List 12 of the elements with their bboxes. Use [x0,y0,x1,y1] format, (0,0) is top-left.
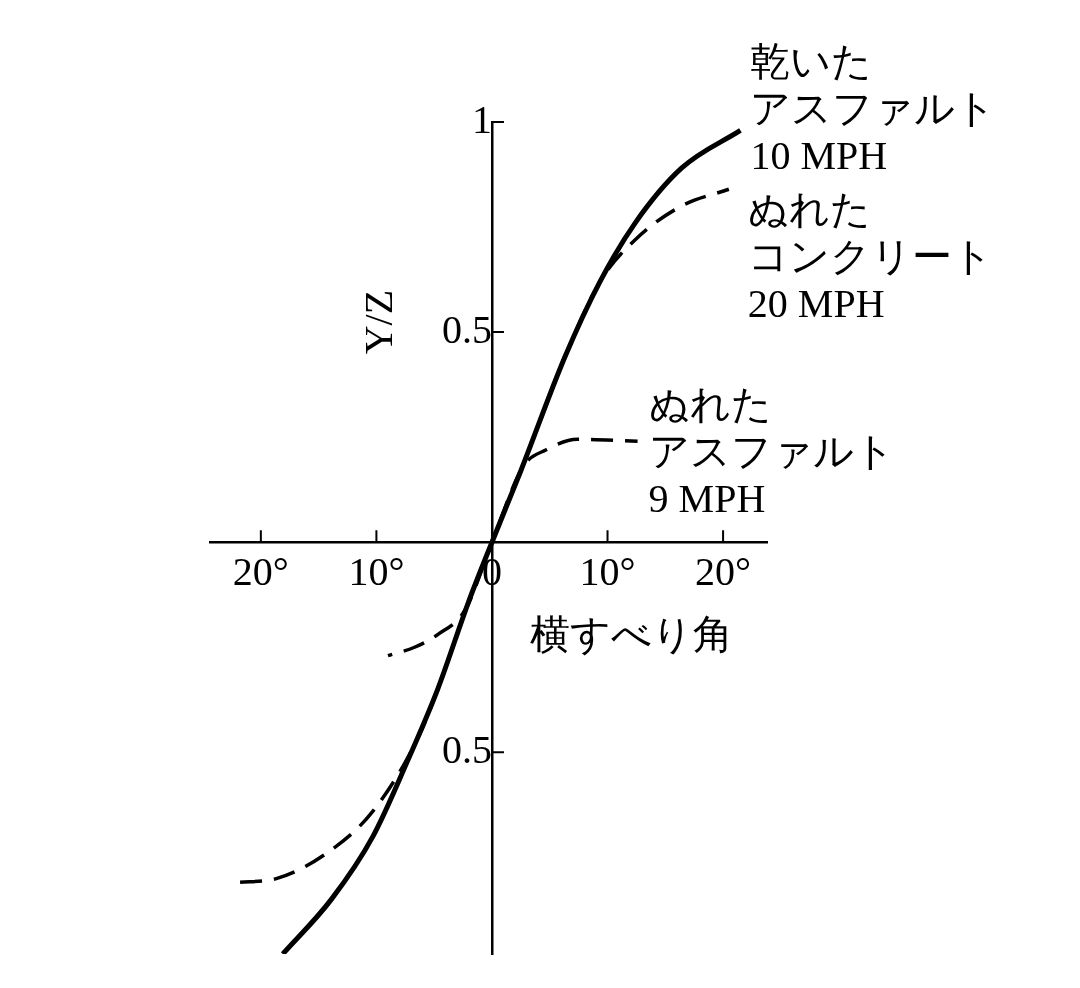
y-tick-label: 0.5 [441,726,492,772]
x-tick-label: 10° [579,548,636,594]
y-tick-label: 1 [471,96,492,142]
series-label: ぬれたコンクリート 20 MPH [747,186,993,326]
x-axis-title: 横すべり角 [529,611,733,657]
y-tick-label: 0.5 [441,306,492,352]
y-axis-title: Y/Z [356,289,402,355]
x-tick-label: 20° [695,548,752,594]
series-label: ぬれたアスファルト 9 MPH [648,381,895,521]
x-tick-label: 20° [232,548,289,594]
x-tick-label: 10° [348,548,405,594]
series-label: 乾いたアスファルト 10 MPH [750,38,997,178]
